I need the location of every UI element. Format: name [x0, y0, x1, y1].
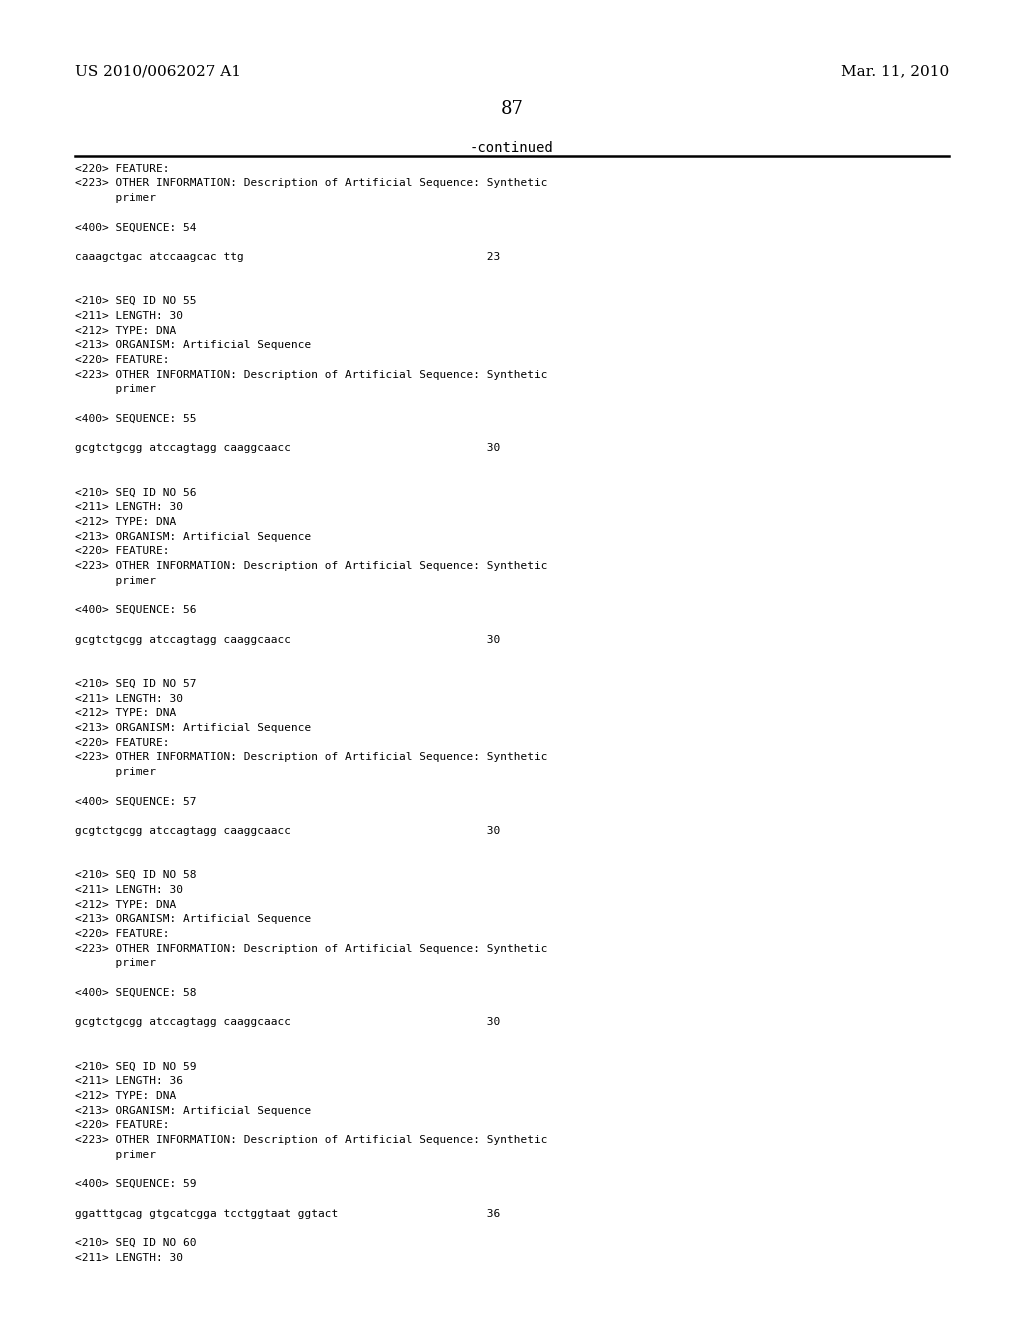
Text: <223> OTHER INFORMATION: Description of Artificial Sequence: Synthetic: <223> OTHER INFORMATION: Description of … — [75, 561, 547, 572]
Text: <210> SEQ ID NO 56: <210> SEQ ID NO 56 — [75, 487, 197, 498]
Text: <213> ORGANISM: Artificial Sequence: <213> ORGANISM: Artificial Sequence — [75, 915, 311, 924]
Text: primer: primer — [75, 958, 156, 969]
Text: <400> SEQUENCE: 55: <400> SEQUENCE: 55 — [75, 414, 197, 424]
Text: gcgtctgcgg atccagtagg caaggcaacc                             30: gcgtctgcgg atccagtagg caaggcaacc 30 — [75, 444, 500, 453]
Text: Mar. 11, 2010: Mar. 11, 2010 — [841, 65, 949, 79]
Text: <220> FEATURE:: <220> FEATURE: — [75, 164, 169, 174]
Text: gcgtctgcgg atccagtagg caaggcaacc                             30: gcgtctgcgg atccagtagg caaggcaacc 30 — [75, 635, 500, 644]
Text: <220> FEATURE:: <220> FEATURE: — [75, 738, 169, 747]
Text: ggatttgcag gtgcatcgga tcctggtaat ggtact                      36: ggatttgcag gtgcatcgga tcctggtaat ggtact … — [75, 1209, 500, 1218]
Text: <213> ORGANISM: Artificial Sequence: <213> ORGANISM: Artificial Sequence — [75, 1106, 311, 1115]
Text: <220> FEATURE:: <220> FEATURE: — [75, 929, 169, 939]
Text: <212> TYPE: DNA: <212> TYPE: DNA — [75, 326, 176, 335]
Text: primer: primer — [75, 193, 156, 203]
Text: <211> LENGTH: 30: <211> LENGTH: 30 — [75, 693, 182, 704]
Text: primer: primer — [75, 767, 156, 777]
Text: <223> OTHER INFORMATION: Description of Artificial Sequence: Synthetic: <223> OTHER INFORMATION: Description of … — [75, 1135, 547, 1144]
Text: <223> OTHER INFORMATION: Description of Artificial Sequence: Synthetic: <223> OTHER INFORMATION: Description of … — [75, 370, 547, 380]
Text: <223> OTHER INFORMATION: Description of Artificial Sequence: Synthetic: <223> OTHER INFORMATION: Description of … — [75, 752, 547, 763]
Text: primer: primer — [75, 1150, 156, 1160]
Text: 87: 87 — [501, 100, 523, 119]
Text: primer: primer — [75, 576, 156, 586]
Text: <400> SEQUENCE: 54: <400> SEQUENCE: 54 — [75, 223, 197, 232]
Text: <213> ORGANISM: Artificial Sequence: <213> ORGANISM: Artificial Sequence — [75, 341, 311, 350]
Text: <220> FEATURE:: <220> FEATURE: — [75, 546, 169, 556]
Text: <210> SEQ ID NO 58: <210> SEQ ID NO 58 — [75, 870, 197, 880]
Text: <210> SEQ ID NO 59: <210> SEQ ID NO 59 — [75, 1061, 197, 1072]
Text: <212> TYPE: DNA: <212> TYPE: DNA — [75, 709, 176, 718]
Text: <400> SEQUENCE: 58: <400> SEQUENCE: 58 — [75, 987, 197, 998]
Text: <220> FEATURE:: <220> FEATURE: — [75, 1121, 169, 1130]
Text: <213> ORGANISM: Artificial Sequence: <213> ORGANISM: Artificial Sequence — [75, 532, 311, 541]
Text: <400> SEQUENCE: 56: <400> SEQUENCE: 56 — [75, 605, 197, 615]
Text: <210> SEQ ID NO 60: <210> SEQ ID NO 60 — [75, 1238, 197, 1249]
Text: <211> LENGTH: 36: <211> LENGTH: 36 — [75, 1076, 182, 1086]
Text: <211> LENGTH: 30: <211> LENGTH: 30 — [75, 1253, 182, 1263]
Text: <223> OTHER INFORMATION: Description of Artificial Sequence: Synthetic: <223> OTHER INFORMATION: Description of … — [75, 178, 547, 189]
Text: <212> TYPE: DNA: <212> TYPE: DNA — [75, 900, 176, 909]
Text: -continued: -continued — [470, 141, 554, 156]
Text: <212> TYPE: DNA: <212> TYPE: DNA — [75, 1090, 176, 1101]
Text: <220> FEATURE:: <220> FEATURE: — [75, 355, 169, 366]
Text: <211> LENGTH: 30: <211> LENGTH: 30 — [75, 884, 182, 895]
Text: <400> SEQUENCE: 57: <400> SEQUENCE: 57 — [75, 796, 197, 807]
Text: primer: primer — [75, 384, 156, 395]
Text: caaagctgac atccaagcac ttg                                    23: caaagctgac atccaagcac ttg 23 — [75, 252, 500, 261]
Text: US 2010/0062027 A1: US 2010/0062027 A1 — [75, 65, 241, 79]
Text: <211> LENGTH: 30: <211> LENGTH: 30 — [75, 312, 182, 321]
Text: <213> ORGANISM: Artificial Sequence: <213> ORGANISM: Artificial Sequence — [75, 723, 311, 733]
Text: <210> SEQ ID NO 57: <210> SEQ ID NO 57 — [75, 678, 197, 689]
Text: gcgtctgcgg atccagtagg caaggcaacc                             30: gcgtctgcgg atccagtagg caaggcaacc 30 — [75, 826, 500, 836]
Text: gcgtctgcgg atccagtagg caaggcaacc                             30: gcgtctgcgg atccagtagg caaggcaacc 30 — [75, 1018, 500, 1027]
Text: <210> SEQ ID NO 55: <210> SEQ ID NO 55 — [75, 296, 197, 306]
Text: <223> OTHER INFORMATION: Description of Artificial Sequence: Synthetic: <223> OTHER INFORMATION: Description of … — [75, 944, 547, 954]
Text: <400> SEQUENCE: 59: <400> SEQUENCE: 59 — [75, 1179, 197, 1189]
Text: <212> TYPE: DNA: <212> TYPE: DNA — [75, 517, 176, 527]
Text: <211> LENGTH: 30: <211> LENGTH: 30 — [75, 502, 182, 512]
